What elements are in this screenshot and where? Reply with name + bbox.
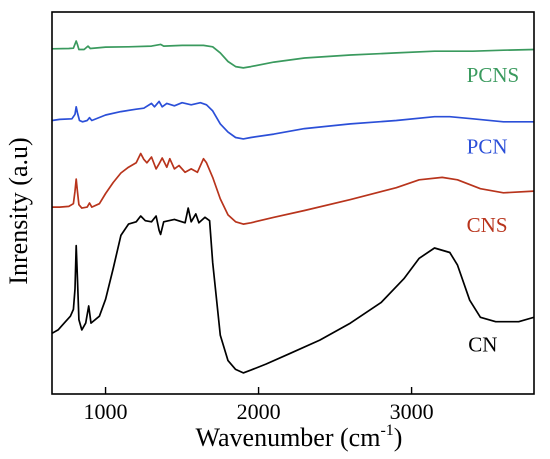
series-line-cn [52,207,534,374]
series-label-pcns: PCNS [467,63,520,87]
series-line-pcns [52,40,534,69]
x-tick-label: 1000 [84,399,128,424]
plot-frame [51,11,535,395]
x-axis-label: Wavenumber (cm-1) [196,422,403,452]
series-label-cn: CN [468,332,497,356]
x-tick-label: 2000 [237,399,281,424]
x-tick-label: 3000 [390,399,434,424]
series-layer [52,40,534,374]
series-line-cns [52,152,534,225]
series-labels: PCNS PCN CNS CN [467,63,520,356]
series-label-cns: CNS [467,213,508,237]
series-line-pcn [52,100,534,140]
y-axis-label: Inrensity (a.u) [4,137,33,284]
x-ticks: 1000 2000 3000 [84,387,434,424]
series-label-pcn: PCN [467,135,508,159]
